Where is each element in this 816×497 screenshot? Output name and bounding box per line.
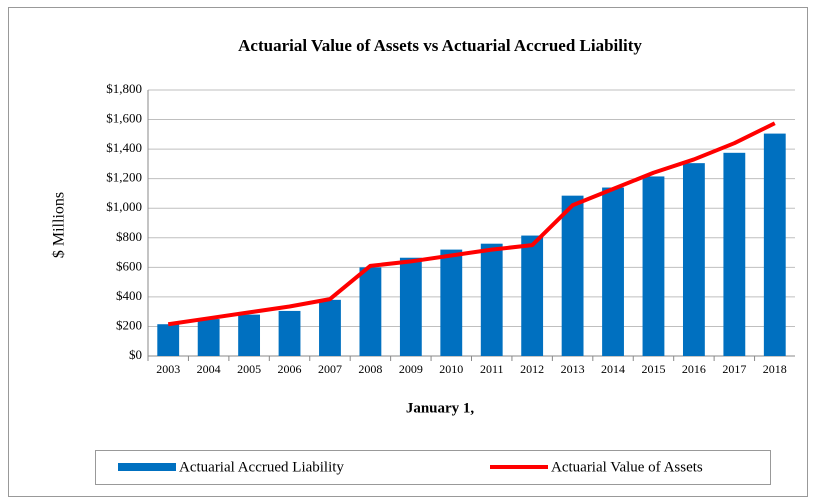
x-tick-label: 2018 xyxy=(763,362,787,376)
y-axis-label: $ Millions xyxy=(51,192,68,258)
bar xyxy=(480,243,503,356)
bar xyxy=(399,257,422,356)
x-tick-label: 2012 xyxy=(520,362,544,376)
bar xyxy=(561,195,584,356)
x-tick-label: 2005 xyxy=(237,362,261,376)
chart-title: Actuarial Value of Assets vs Actuarial A… xyxy=(238,36,642,55)
y-tick-label: $1,000 xyxy=(106,199,142,214)
y-tick-label: $1,400 xyxy=(106,140,142,155)
bar xyxy=(602,187,624,356)
x-axis-label: January 1, xyxy=(406,400,475,416)
y-tick-label: $800 xyxy=(116,229,142,244)
y-tick-label: $200 xyxy=(116,317,142,332)
x-tick-label: 2003 xyxy=(156,362,180,376)
bar xyxy=(521,235,544,356)
x-tick-label: 2007 xyxy=(318,362,342,376)
bar xyxy=(682,163,705,356)
bar xyxy=(197,319,220,356)
legend xyxy=(95,450,771,485)
x-tick-label: 2013 xyxy=(561,362,585,376)
bar xyxy=(440,249,463,356)
legend-swatch xyxy=(118,463,176,471)
bar xyxy=(359,267,382,356)
x-tick-label: 2011 xyxy=(480,362,504,376)
y-tick-label: $1,200 xyxy=(106,170,142,185)
line xyxy=(167,121,776,327)
bar xyxy=(157,324,180,356)
y-tick-label: $0 xyxy=(129,347,142,362)
y-tick-label: $1,800 xyxy=(106,81,142,96)
x-tick-label: 2006 xyxy=(278,362,302,376)
bar xyxy=(319,299,341,356)
bar xyxy=(278,310,301,356)
x-tick-label: 2004 xyxy=(197,362,221,376)
legend-label: Actuarial Accrued Liability xyxy=(179,459,344,475)
x-tick-label: 2015 xyxy=(641,362,665,376)
bar xyxy=(763,133,786,356)
chart-border xyxy=(8,7,808,497)
x-tick-label: 2008 xyxy=(358,362,382,376)
bar xyxy=(238,314,261,356)
y-tick-label: $1,600 xyxy=(106,111,142,126)
legend-label: Actuarial Value of Assets xyxy=(551,459,703,475)
bar xyxy=(723,152,746,356)
y-tick-label: $600 xyxy=(116,258,142,273)
x-tick-label: 2009 xyxy=(399,362,423,376)
x-tick-label: 2010 xyxy=(439,362,463,376)
y-tick-label: $400 xyxy=(116,288,142,303)
x-tick-label: 2016 xyxy=(682,362,706,376)
x-tick-label: 2017 xyxy=(722,362,746,376)
bar xyxy=(642,176,665,356)
x-tick-label: 2014 xyxy=(601,362,625,376)
